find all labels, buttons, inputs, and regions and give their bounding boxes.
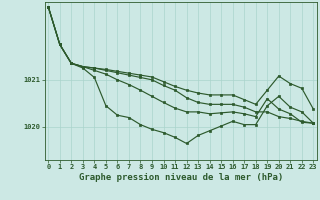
X-axis label: Graphe pression niveau de la mer (hPa): Graphe pression niveau de la mer (hPa): [79, 173, 283, 182]
